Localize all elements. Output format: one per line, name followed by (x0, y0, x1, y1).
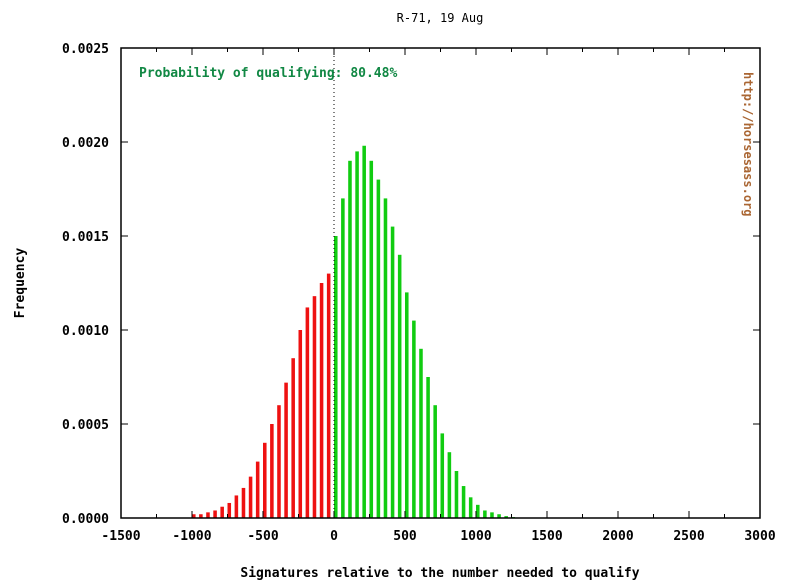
bar-qualifying (426, 377, 430, 518)
y-tick-label: 0.0025 (62, 42, 109, 57)
x-tick-label: 0 (330, 529, 338, 544)
bar-qualifying (412, 320, 416, 518)
bar-qualifying (397, 254, 402, 519)
bar-qualifying (440, 433, 445, 518)
bar-not-qualifying (263, 442, 267, 518)
y-tick-label: 0.0000 (62, 512, 109, 527)
bar-not-qualifying (319, 283, 324, 518)
chart-title: R-71, 19 Aug (397, 11, 484, 25)
bar-not-qualifying (277, 405, 281, 518)
y-tick-label: 0.0010 (62, 324, 109, 339)
bar-not-qualifying (270, 424, 274, 518)
bars-group (192, 145, 516, 519)
x-tick-label: 500 (393, 529, 417, 544)
bar-qualifying (468, 497, 473, 518)
bar-qualifying (497, 514, 501, 518)
bar-not-qualifying (298, 330, 303, 518)
bar-not-qualifying (192, 514, 196, 518)
bar-not-qualifying (199, 514, 203, 518)
x-tick-label: 2500 (673, 529, 704, 544)
bar-not-qualifying (255, 461, 260, 518)
bar-not-qualifying (312, 296, 317, 518)
bar-not-qualifying (234, 495, 239, 518)
bar-qualifying (461, 486, 466, 518)
bar-qualifying (490, 512, 494, 518)
y-tick-label: 0.0005 (62, 418, 109, 433)
y-axis-ticks: 0.0000 0.0005 0.0010 0.0015 0.0020 0.0025 (62, 42, 760, 527)
bar-not-qualifying (248, 476, 253, 518)
x-tick-label: 1000 (460, 529, 491, 544)
bar-not-qualifying (220, 506, 224, 518)
bar-qualifying (369, 160, 374, 519)
bar-qualifying (447, 452, 452, 518)
y-tick-label: 0.0020 (62, 136, 109, 151)
bar-qualifying (355, 151, 359, 518)
bar-qualifying (504, 516, 508, 518)
bar-not-qualifying (284, 382, 288, 518)
x-tick-label: -1500 (101, 529, 140, 544)
bar-not-qualifying (326, 273, 331, 518)
bar-qualifying (419, 348, 423, 518)
x-tick-label: 1500 (531, 529, 562, 544)
x-tick-label: 3000 (744, 529, 775, 544)
bar-qualifying (348, 160, 352, 519)
x-axis-title: Signatures relative to the number needed… (240, 566, 639, 581)
bar-qualifying (362, 145, 366, 518)
bar-not-qualifying (227, 502, 232, 518)
x-tick-label: -500 (247, 529, 278, 544)
bar-qualifying (383, 198, 388, 518)
bar-qualifying (454, 471, 459, 518)
bar-not-qualifying (305, 307, 310, 518)
bar-qualifying (341, 198, 345, 518)
watermark-url: http://horsesass.org (741, 72, 755, 217)
bar-qualifying (476, 504, 480, 518)
bar-qualifying (376, 179, 381, 518)
x-tick-label: -1000 (172, 529, 211, 544)
bar-qualifying (390, 226, 395, 518)
bar-qualifying (334, 236, 338, 518)
x-axis-ticks: -1500 -1000 -500 0 500 1000 1500 2000 2500 3000 (101, 48, 776, 544)
bar-not-qualifying (213, 510, 217, 518)
bar-not-qualifying (291, 358, 295, 518)
y-tick-label: 0.0015 (62, 230, 109, 245)
bar-qualifying (405, 292, 409, 518)
bar-qualifying (483, 510, 487, 518)
probability-annotation: Probability of qualifying: 80.48% (139, 66, 397, 81)
bar-qualifying (433, 405, 437, 518)
x-tick-label: 2000 (602, 529, 633, 544)
bar-not-qualifying (241, 487, 246, 518)
bar-not-qualifying (206, 512, 210, 518)
y-axis-title: Frequency (13, 248, 28, 319)
